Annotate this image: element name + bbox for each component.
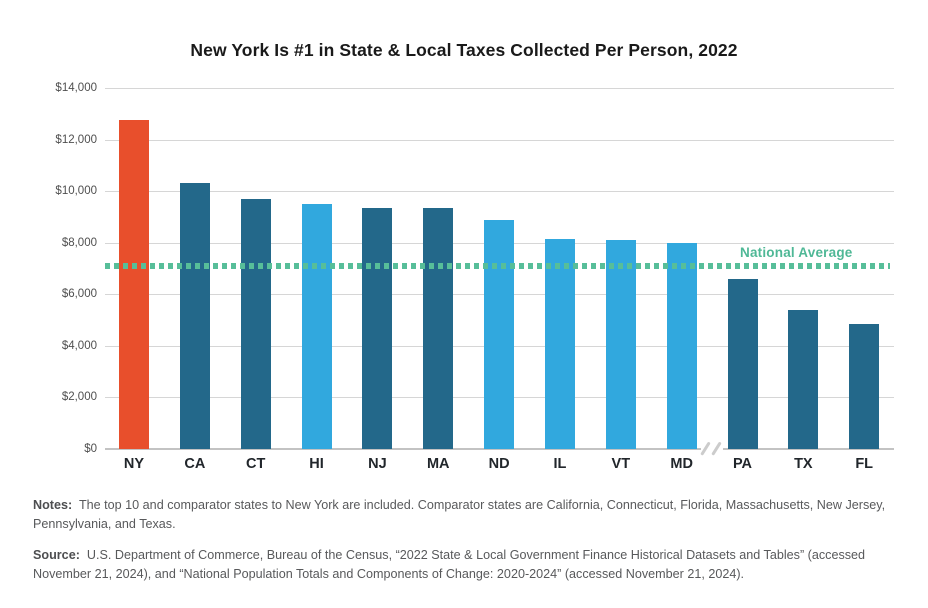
bar-IL: [544, 238, 575, 449]
y-tick-label: $14,000: [55, 82, 97, 94]
x-label-VT: VT: [611, 456, 631, 472]
x-label-NJ: NJ: [368, 456, 387, 472]
y-tick-label: $12,000: [55, 133, 97, 146]
x-label-CT: CT: [246, 456, 266, 472]
y-tick-label: $10,000: [55, 185, 97, 198]
x-label-ND: ND: [488, 456, 510, 472]
x-label-HI: HI: [309, 456, 324, 472]
bar-HI: [301, 204, 332, 449]
x-label-TX: TX: [794, 456, 813, 472]
x-label-IL: IL: [553, 456, 567, 472]
bar-NJ: [362, 207, 393, 449]
bar-MD: [666, 242, 697, 449]
bar-NY: [119, 120, 149, 449]
x-label-CA: CA: [184, 456, 206, 472]
x-label-NY: NY: [123, 456, 145, 472]
y-tick-label: $6,000: [61, 288, 97, 301]
gridline-12000: [105, 139, 894, 141]
notes: Notes: The top 10 and comparator states …: [33, 496, 897, 534]
x-label-PA: PA: [732, 456, 753, 472]
national-average-line: [105, 262, 890, 269]
notes-text: The top 10 and comparator states to New …: [33, 497, 886, 531]
bar-VT: [605, 240, 636, 449]
source: Source: U.S. Department of Commerce, Bur…: [33, 546, 897, 584]
bar-CA: [179, 183, 210, 449]
bar-PA: [727, 278, 758, 449]
y-tick-label: $0: [84, 443, 97, 455]
source-label: Source:: [33, 547, 80, 562]
notes-label: Notes:: [33, 497, 73, 512]
bar-TX: [788, 309, 819, 449]
bar-ND: [484, 219, 515, 449]
y-tick-label: $4,000: [61, 339, 97, 352]
national-average-label: National Average: [740, 244, 853, 260]
y-tick-label: $2,000: [61, 391, 97, 404]
y-tick-label: $8,000: [61, 236, 97, 249]
gridline-0: [105, 448, 894, 450]
x-label-MD: MD: [670, 456, 693, 472]
gridline-10000: [105, 191, 894, 193]
x-label-MA: MA: [426, 456, 450, 472]
bar-MA: [423, 208, 454, 449]
source-text: U.S. Department of Commerce, Bureau of t…: [33, 547, 866, 581]
chart-title: New York Is #1 in State & Local Taxes Co…: [190, 40, 738, 60]
bar-FL: [849, 323, 880, 449]
bar-CT: [240, 198, 271, 449]
axis-break-gap: [701, 445, 724, 453]
gridline-14000: [105, 88, 894, 89]
x-label-FL: FL: [855, 456, 874, 472]
